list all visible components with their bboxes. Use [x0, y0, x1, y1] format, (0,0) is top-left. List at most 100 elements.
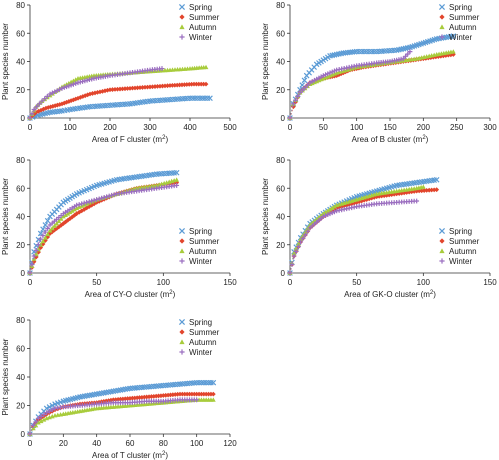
point-autumn: [203, 64, 209, 70]
point-winter: [302, 85, 308, 91]
point-autumn: [69, 208, 75, 213]
y-tick-label: 0: [21, 114, 26, 123]
y-axis-label: Plant species number: [1, 178, 10, 255]
point-autumn: [54, 221, 60, 226]
point-autumn: [30, 425, 36, 431]
point-winter: [27, 431, 33, 437]
point-summer: [113, 397, 119, 402]
legend-label-winter: Winter: [189, 33, 212, 42]
point-spring: [40, 226, 46, 233]
point-autumn: [296, 241, 301, 246]
point-winter: [329, 69, 335, 75]
point-winter: [296, 244, 301, 250]
point-winter: [44, 93, 50, 99]
point-summer: [151, 393, 157, 399]
point-winter: [293, 97, 298, 103]
legend-label-winter: Winter: [449, 33, 472, 42]
point-winter: [39, 98, 45, 104]
legend-marker-summer: [439, 14, 445, 20]
point-summer: [135, 85, 140, 91]
panel-gk-o-cluster: 0 50 100 150 0 20 40 60 80 Area of GK-O cluster (…: [261, 156, 497, 299]
point-winter: [109, 192, 115, 198]
legend-label-summer: Summer: [189, 237, 220, 246]
point-summer: [91, 201, 97, 207]
point-spring: [210, 379, 217, 386]
legend-label-summer: Summer: [189, 328, 220, 337]
point-winter: [287, 115, 293, 121]
point-summer: [152, 84, 158, 89]
point-autumn: [45, 231, 51, 237]
point-winter: [327, 70, 333, 76]
panel-t-cluster: 0 20 40 60 80 100 120 0 20 40 60 80 Area of T cluste…: [1, 316, 237, 460]
series-winter: [287, 49, 413, 121]
y-tick-label: 20: [276, 241, 285, 250]
point-summer: [79, 208, 85, 214]
point-summer: [165, 83, 170, 89]
legend-label-winter: Winter: [449, 257, 472, 266]
legend-marker-winter: [179, 258, 185, 264]
point-summer: [170, 82, 175, 88]
point-winter: [82, 78, 88, 84]
point-autumn: [325, 208, 331, 213]
point-autumn: [35, 420, 41, 425]
point-summer: [69, 214, 75, 220]
point-winter: [73, 81, 79, 86]
legend-label-autumn: Autumn: [189, 23, 217, 32]
point-spring: [433, 176, 440, 183]
x-axis-label-close: ): [433, 290, 436, 299]
x-axis-label-superscript: 2: [430, 290, 434, 296]
point-winter: [81, 200, 87, 206]
x-axis-label-text: Area of GK-O cluster (m: [344, 290, 430, 299]
point-winter: [327, 211, 333, 217]
point-autumn: [71, 78, 76, 83]
point-summer: [172, 82, 178, 88]
point-autumn: [63, 212, 68, 218]
x-axis-label-text: Area of CY-O cluster (m: [85, 290, 170, 299]
x-tick-label: 0: [28, 278, 33, 287]
x-tick-label: 20: [59, 439, 68, 448]
x-tick-label: 200: [417, 123, 431, 132]
point-autumn: [52, 223, 57, 228]
y-tick-label: 40: [16, 58, 25, 67]
point-autumn: [41, 417, 47, 422]
x-tick-label: 50: [352, 278, 361, 287]
x-axis-label-superscript: 2: [162, 135, 166, 141]
y-tick-label: 20: [276, 86, 285, 95]
point-summer: [78, 94, 83, 100]
point-winter: [325, 71, 331, 77]
point-spring: [42, 222, 49, 228]
x-tick-label: 500: [223, 123, 237, 132]
series-winter: [287, 198, 420, 276]
legend-label-summer: Summer: [189, 13, 220, 22]
point-summer: [81, 207, 87, 212]
point-winter: [71, 81, 76, 87]
x-axis-label: Area of F cluster (m2): [92, 135, 169, 144]
point-autumn: [73, 77, 79, 82]
point-winter: [194, 397, 200, 403]
y-axis-label: Plant species number: [261, 178, 270, 255]
series-spring: [27, 379, 217, 437]
legend-label-spring: Spring: [189, 3, 212, 12]
point-summer: [65, 217, 71, 223]
point-summer: [76, 209, 82, 215]
point-winter: [298, 239, 304, 245]
point-winter: [61, 85, 67, 90]
x-axis-label-close: ): [426, 135, 429, 144]
point-autumn: [174, 177, 180, 182]
point-summer: [147, 84, 153, 90]
x-tick-label: 0: [28, 439, 33, 448]
legend-label-autumn: Autumn: [189, 338, 217, 347]
x-axis-label: Area of T cluster (m2): [92, 451, 168, 460]
point-winter: [325, 212, 331, 218]
point-summer: [127, 395, 133, 401]
x-axis-label-text: Area of F cluster (m: [92, 135, 163, 144]
y-tick-label: 80: [16, 156, 25, 165]
point-winter: [33, 419, 39, 425]
series-summer: [27, 180, 180, 276]
point-winter: [29, 262, 35, 267]
point-winter: [74, 202, 80, 208]
point-winter: [89, 198, 95, 204]
point-summer: [174, 82, 180, 88]
